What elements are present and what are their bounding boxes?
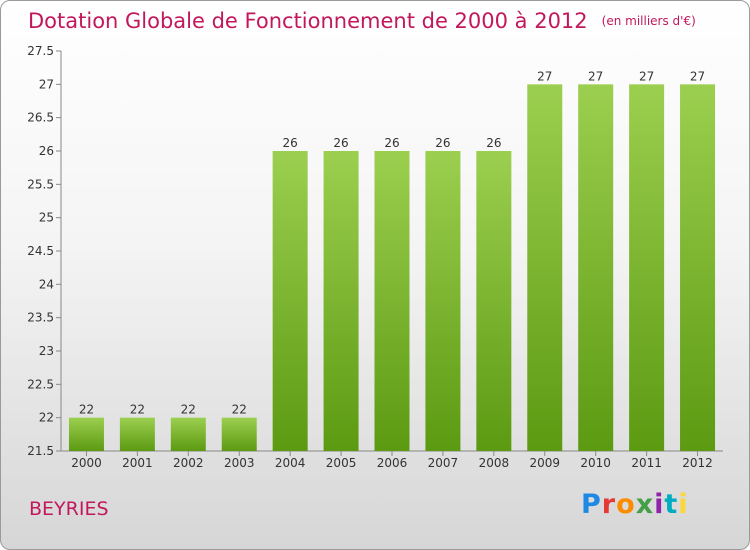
bar-2012: [680, 84, 716, 451]
bar-2000: [68, 417, 104, 451]
y-tick-label: 27: [39, 77, 54, 91]
y-tick-label: 26: [39, 144, 54, 158]
bar-2005: [323, 151, 359, 451]
x-tick-label: 2003: [224, 456, 255, 470]
data-label: 26: [283, 136, 298, 150]
bar-2004: [272, 151, 308, 451]
x-tick-label: 2002: [173, 456, 204, 470]
x-tick-label: 2009: [529, 456, 560, 470]
data-label: 26: [384, 136, 399, 150]
y-tick-label: 24: [39, 277, 54, 291]
data-label: 22: [181, 403, 196, 417]
x-tick-label: 2010: [580, 456, 611, 470]
data-labels: 22 22 22 22 26 26 26 26 26 27 27 27 27: [79, 69, 705, 416]
bar-2002: [170, 417, 206, 451]
chart-title-text: Dotation Globale de Fonctionnement de 20…: [28, 9, 588, 33]
data-label: 22: [79, 403, 94, 417]
unit-note: (en milliers d'€): [601, 14, 696, 28]
x-tick-label: 2000: [71, 456, 102, 470]
y-tick-label: 27.5: [27, 44, 54, 58]
x-tick-label: 2004: [275, 456, 306, 470]
x-tick-label: 2007: [428, 456, 459, 470]
data-label: 27: [537, 69, 552, 83]
data-label: 26: [333, 136, 348, 150]
data-label: 26: [486, 136, 501, 150]
data-label: 26: [435, 136, 450, 150]
x-tick-label: 2012: [682, 456, 713, 470]
data-label: 27: [639, 69, 654, 83]
bar-2011: [629, 84, 665, 451]
x-tick-label: 2001: [122, 456, 153, 470]
x-tick-label: 2005: [326, 456, 357, 470]
data-label: 22: [130, 403, 145, 417]
bar-2001: [119, 417, 155, 451]
bar-2008: [476, 151, 512, 451]
y-tick-label: 22: [39, 411, 54, 425]
y-tick-label: 23.5: [27, 311, 54, 325]
commune-name: BEYRIES: [29, 498, 109, 520]
y-tick-label: 25: [39, 211, 54, 225]
y-tick-label: 25.5: [27, 177, 54, 191]
bar-2009: [527, 84, 563, 451]
axes: 21.5 22 22.5 23 23.5 24 24.5 25 25.5 26 26.5 27 27.5…: [27, 44, 723, 470]
y-tick-label: 23: [39, 344, 54, 358]
y-tick-label: 26.5: [27, 111, 54, 125]
data-label: 27: [690, 69, 705, 83]
x-tick-label: 2011: [631, 456, 662, 470]
x-tick-label: 2008: [479, 456, 510, 470]
bars: [68, 84, 716, 451]
data-label: 22: [232, 403, 247, 417]
bar-2010: [578, 84, 614, 451]
bar-2007: [425, 151, 461, 451]
proxiti-logo[interactable]: Proxiti: [581, 489, 689, 520]
bar-2006: [374, 151, 410, 451]
y-tick-label: 22.5: [27, 377, 54, 391]
bar-2003: [221, 417, 257, 451]
x-tick-label: 2006: [377, 456, 408, 470]
chart-title: Dotation Globale de Fonctionnement de 20…: [28, 9, 696, 33]
y-tick-label: 24.5: [27, 244, 54, 258]
y-tick-label: 21.5: [27, 444, 54, 458]
data-label: 27: [588, 69, 603, 83]
